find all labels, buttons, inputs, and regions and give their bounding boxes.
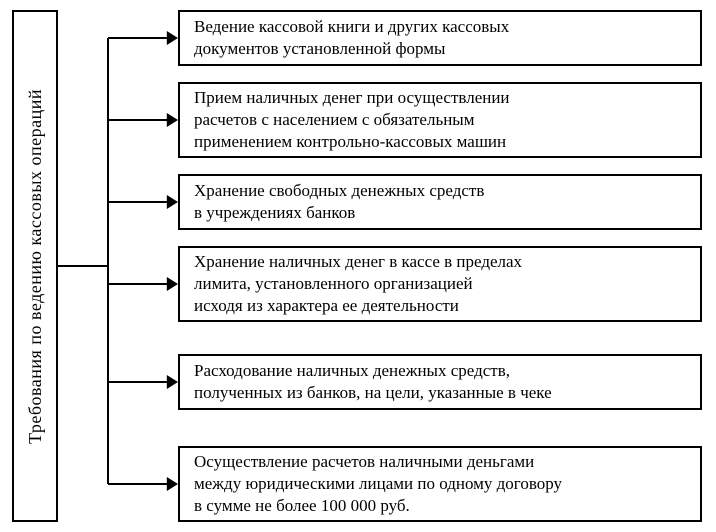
item-node: Осуществление расчетов наличными деньгам… [178, 446, 702, 522]
item-text: Осуществление расчетов наличными деньгам… [194, 451, 562, 517]
item-node: Ведение кассовой книги и других кассовых… [178, 10, 702, 66]
root-node: Требования по ведению кассовых операций [12, 10, 58, 522]
item-text: Прием наличных денег при осуществлении р… [194, 87, 510, 153]
item-node: Хранение свободных денежных средств в уч… [178, 174, 702, 230]
root-label: Требования по ведению кассовых операций [25, 89, 46, 444]
item-node: Расходование наличных денежных средств, … [178, 354, 702, 410]
item-text: Хранение наличных денег в кассе в предел… [194, 251, 522, 317]
item-text: Хранение свободных денежных средств в уч… [194, 180, 484, 224]
item-text: Ведение кассовой книги и других кассовых… [194, 16, 509, 60]
item-node: Прием наличных денег при осуществлении р… [178, 82, 702, 158]
item-text: Расходование наличных денежных средств, … [194, 360, 552, 404]
diagram-canvas: Требования по ведению кассовых операций В… [0, 0, 716, 532]
item-node: Хранение наличных денег в кассе в предел… [178, 246, 702, 322]
